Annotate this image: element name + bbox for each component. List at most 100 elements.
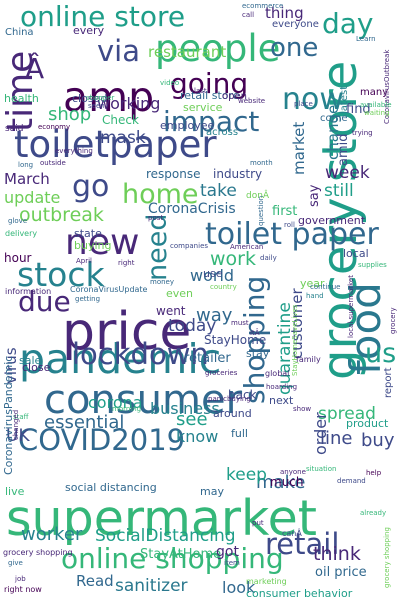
word-thing: thing [265,4,304,22]
word-companies: companies [170,242,209,250]
word-coronavirusupdate: CoronaVirusUpdate [70,285,148,294]
word-restaurant: restaurant [148,43,227,61]
word-people: people [155,27,281,70]
word-one: one [270,33,319,63]
word-hand: hand [306,292,324,300]
word-need: need [142,213,173,281]
word-seen: seen [88,102,105,110]
word-economy: economy [38,123,71,131]
word-job: job [15,575,26,583]
word-across: across [206,127,239,138]
word-work: work [210,248,256,270]
word-closed: closed [72,92,108,105]
word-first: first [272,204,298,219]
word-pandemic: pandemic [19,335,222,383]
word-back: back [228,388,257,402]
word-local-supermarket: local supermarket [347,275,355,338]
word-state: state [74,227,102,240]
word-social-distancing: social distancing [65,481,157,494]
word-grocery: grocery [389,307,397,334]
word-take: take [200,181,237,201]
word-shopper: shopper [86,94,115,102]
word-open: open [222,91,247,102]
word-hoarding: hoarding [266,383,298,391]
word-close: close [22,361,51,374]
word-businesses: marketing [246,577,287,586]
word-much: much [270,475,304,489]
word-continue: continue [310,283,341,291]
word-got: got [216,544,239,560]
word-know: know [176,427,219,446]
word-covid2019: COVID2019 [18,423,186,457]
word-groceries: groceries [205,369,238,377]
word-morning: morning [112,405,142,413]
word-many: many [360,87,389,98]
word-staff: staff [13,413,29,421]
word-working: working [97,94,161,113]
word-online-store: online store [20,0,186,33]
word-coronacrisis: CoronaCrisis [148,201,236,217]
word-china: China [5,27,34,38]
word-marketing: StayHomeSaveLives [291,304,299,376]
word-country: country [210,283,237,291]
word-retail-store: retail store [180,89,240,102]
word-us: us [365,338,397,369]
word-daily: daily [260,254,277,262]
word-toiletpaper: toiletpaper [14,123,217,166]
word-april: April [76,257,92,265]
word-impact: impact [163,105,260,138]
word-online-shopping: online shopping [61,542,284,575]
word-amid: amid [336,133,351,167]
word-said: said [5,124,24,134]
word-show: show [293,405,312,413]
word-website: website [238,97,266,105]
word-situation: situation [306,465,337,473]
word-call: call [242,11,255,19]
word-day: day [322,7,374,40]
word-keep: keep [226,465,267,485]
word-industry: industry [213,167,263,181]
word-new: new [65,222,140,263]
word-think: think [313,543,361,565]
word-even: even [166,287,194,300]
word-ecommerce: ecommerce [242,2,284,10]
word-spread: spread [318,404,376,424]
word-full: full [231,427,248,440]
word-changed: changed [12,409,20,440]
word-retailer: retailer [184,351,231,366]
word-oil-price: oil price [315,565,367,580]
word-local: local [343,247,369,260]
word-waiting: waiting [364,109,390,117]
word-global: global [265,369,290,378]
word-find: find [346,102,371,117]
word-grocery-shopping: grocery shopping [3,548,73,557]
word-went: went [156,304,186,318]
word-buying: buying [74,239,112,252]
word-response: response [146,167,201,181]
word-toilet-paper: toilet paper [205,217,379,252]
word-already: already [360,509,387,517]
word-read: Read [76,572,114,590]
word-going: going [170,67,249,100]
word-world: world [190,266,235,285]
word-next: next [269,394,294,407]
word-via: via [97,34,140,68]
word-essential: essential [44,412,125,433]
word-information: information [5,287,52,296]
word-american: American [230,243,264,251]
word-place: place [294,100,313,108]
word-last: last [194,87,207,95]
word-stayhome: StayHome [204,333,267,347]
word-money: money [150,278,174,286]
word-getting: getting [75,295,101,303]
word-stay: stay [246,347,270,360]
word-month: month [250,159,273,167]
word-due: due [18,285,71,318]
word-price: price [62,302,192,362]
word-roll: roll [284,221,295,229]
word-amp: amp [63,73,155,121]
word-hour: hour [4,251,32,265]
word-today: today [168,316,217,336]
word-live: live [5,485,25,498]
